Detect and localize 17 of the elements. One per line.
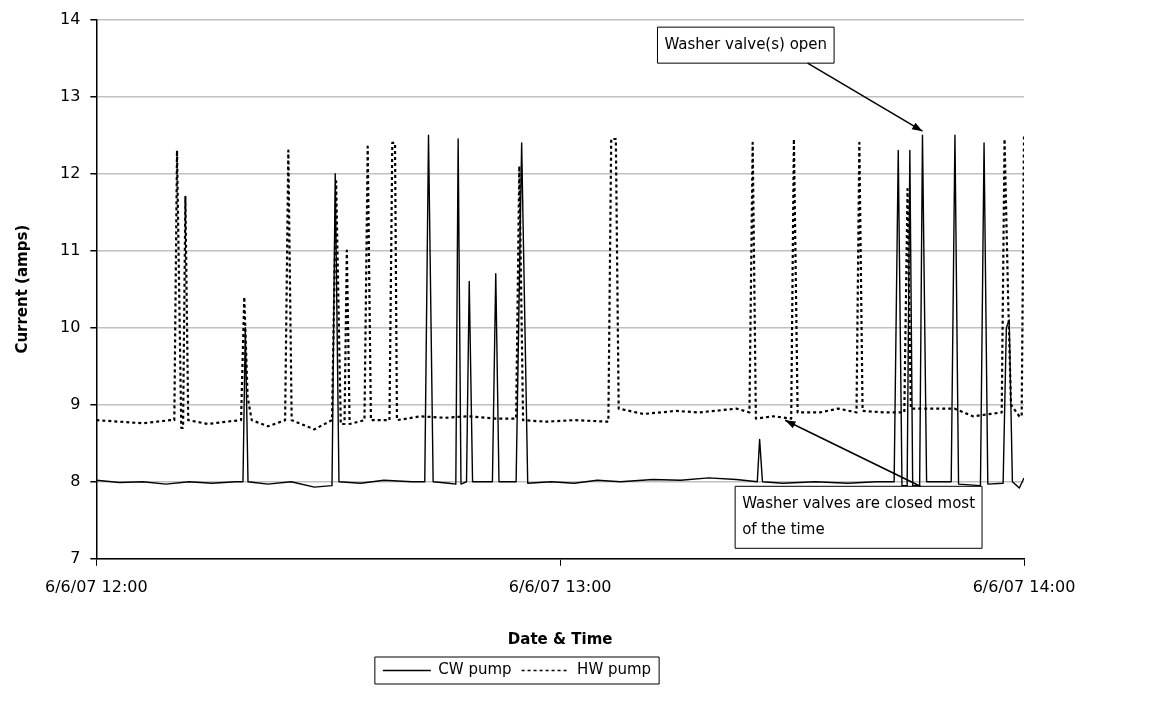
legend-label: CW pump	[438, 660, 512, 679]
x-tick-label: 6/6/07 13:00	[508, 576, 612, 596]
x-axis-title: Date & Time	[507, 629, 613, 648]
annotation: Washer valve(s) open	[664, 35, 828, 54]
y-tick-label: 9	[70, 393, 81, 413]
legend-label: HW pump	[577, 660, 652, 679]
y-tick-label: 14	[60, 8, 81, 28]
y-tick-label: 10	[60, 316, 81, 336]
x-tick-label: 6/6/07 12:00	[45, 576, 148, 596]
y-tick-label: 13	[60, 85, 81, 105]
y-tick-label: 11	[60, 239, 81, 259]
x-tick-label: 6/6/07 14:00	[972, 576, 1076, 596]
annotation: Washer valves are closed most of the time	[742, 494, 976, 539]
y-tick-label: 12	[60, 162, 81, 182]
y-tick-label: 8	[70, 470, 81, 490]
y-tick-label: 7	[70, 547, 81, 567]
y-axis-title: Current (amps)	[12, 224, 31, 354]
